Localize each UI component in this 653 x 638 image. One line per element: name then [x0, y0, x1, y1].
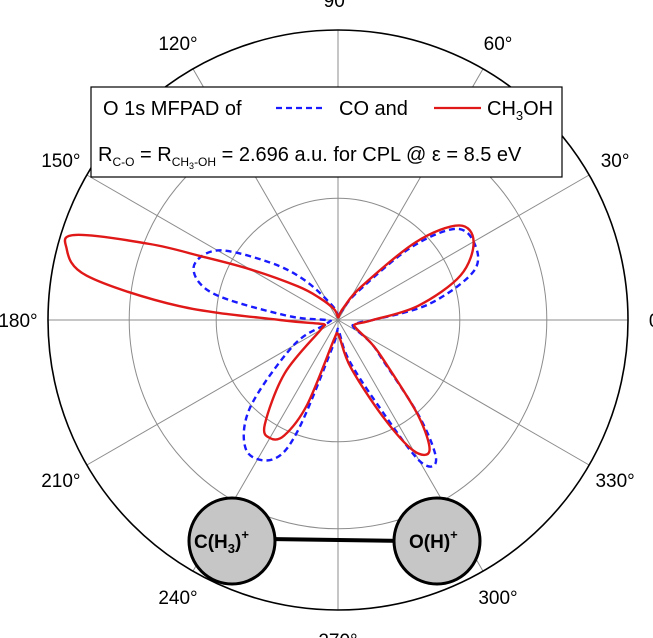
angle-tick-240: 240°	[158, 588, 197, 609]
legend-title-prefix: O 1s MFPAD of	[103, 98, 242, 120]
spoke-30	[337, 174, 590, 321]
angle-tick-330: 330°	[595, 471, 634, 492]
spoke-150	[86, 174, 339, 321]
angle-tick-210: 210°	[41, 471, 80, 492]
series-layer	[63, 224, 480, 468]
radial-grid-circle	[215, 197, 461, 443]
angle-tick-0: 0°	[649, 311, 653, 332]
angle-tick-120: 120°	[158, 34, 197, 55]
angle-tick-180: 180°	[0, 311, 38, 332]
legend-frame	[90, 86, 563, 178]
angle-tick-150: 150°	[41, 151, 80, 172]
series-line-ch3oh	[63, 224, 475, 457]
angle-tick-300: 300°	[478, 588, 517, 609]
angle-tick-270: 270°	[318, 631, 357, 638]
angle-tick-60: 60°	[484, 34, 513, 55]
molecule-diagram: C(H3)+ O(H)+	[187, 496, 482, 586]
legend-label-ch3oh: CH3OH	[487, 98, 553, 123]
atom-carbon-label: C(H3)+	[194, 527, 249, 556]
radial-grid-circle	[47, 29, 629, 611]
angle-tick-30: 30°	[601, 151, 630, 172]
legend-label-co: CO and	[339, 98, 408, 120]
legend-box: O 1s MFPAD of CO and CH3OH RC-O = RCH3-O…	[90, 86, 563, 178]
atom-carbon	[187, 496, 277, 586]
atom-oxygen-label: O(H)+	[409, 527, 458, 553]
legend-subtitle: RC-O = RCH3-OH = 2.696 a.u. for CPL @ ε …	[98, 144, 522, 171]
angle-tick-90: 90°	[324, 0, 353, 12]
polar-grid	[47, 29, 629, 611]
spoke-210	[86, 319, 339, 466]
atom-oxygen	[392, 496, 482, 586]
spoke-330	[337, 319, 590, 466]
molecule-bond	[267, 537, 409, 543]
